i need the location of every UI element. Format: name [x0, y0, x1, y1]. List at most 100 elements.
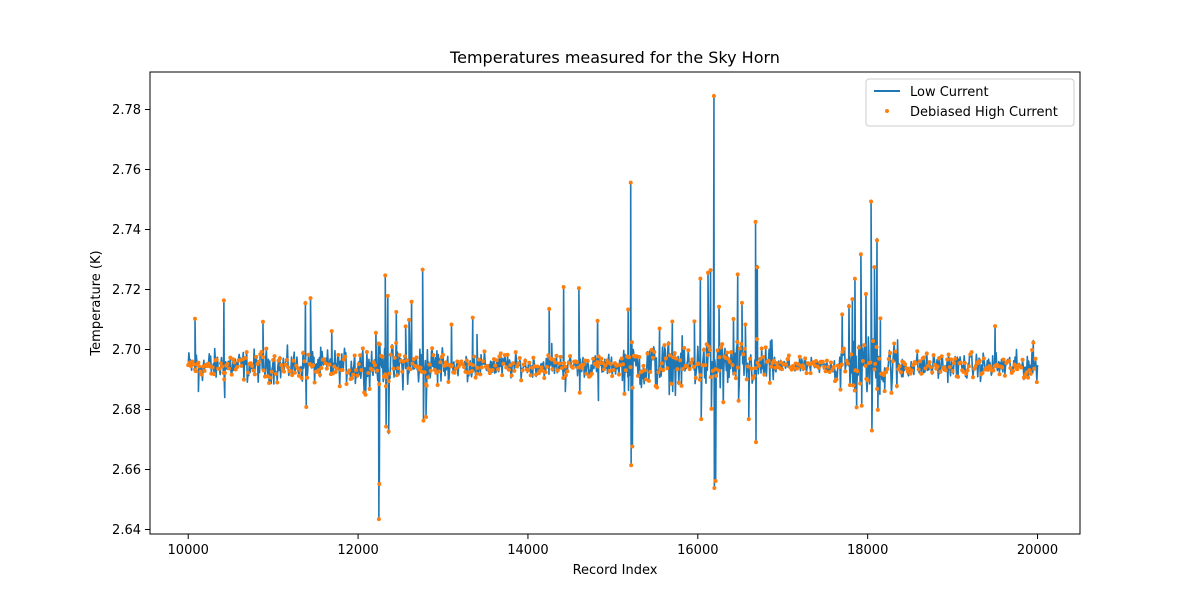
y-tick-label: 2.66	[112, 463, 141, 478]
high-current-point	[470, 368, 475, 373]
high-current-point	[945, 357, 950, 362]
high-current-point	[558, 354, 563, 359]
high-current-point	[222, 370, 227, 375]
high-current-point	[875, 386, 880, 391]
high-current-point	[327, 362, 332, 367]
high-current-point	[855, 369, 860, 374]
high-current-point	[470, 315, 475, 320]
high-current-point	[241, 377, 246, 382]
high-current-point	[682, 345, 687, 350]
high-current-point	[220, 364, 225, 369]
high-current-point	[252, 372, 257, 377]
legend-label-low-current: Low Current	[910, 85, 989, 100]
high-current-point	[394, 373, 399, 378]
high-current-point	[494, 358, 499, 363]
high-current-point	[834, 377, 839, 382]
high-current-point	[306, 352, 311, 357]
high-current-point	[376, 517, 381, 522]
high-current-point	[482, 349, 487, 354]
high-current-point	[641, 363, 646, 368]
high-current-point	[246, 370, 251, 375]
high-current-point	[843, 369, 848, 374]
high-current-point	[589, 371, 594, 376]
high-current-point	[970, 375, 975, 380]
high-current-point	[474, 371, 479, 376]
high-current-point	[385, 293, 390, 298]
high-current-point	[718, 345, 723, 350]
high-current-point	[516, 361, 521, 366]
high-current-point	[284, 357, 289, 362]
high-current-point	[1002, 373, 1007, 378]
high-current-point	[856, 345, 861, 350]
high-current-point	[630, 385, 635, 390]
high-current-point	[585, 358, 590, 363]
high-current-point	[872, 265, 877, 270]
x-tick-label: 10000	[168, 543, 209, 558]
legend-box	[865, 78, 1075, 127]
high-current-point	[394, 310, 399, 315]
high-current-point	[630, 444, 635, 449]
high-current-point	[852, 276, 857, 281]
high-current-point	[428, 368, 433, 373]
high-current-point	[877, 356, 882, 361]
high-current-point	[250, 363, 255, 368]
high-current-point	[400, 369, 405, 374]
legend-label-debiased-high-current: Debiased High Current	[910, 105, 1058, 120]
high-current-point	[949, 357, 954, 362]
high-current-point	[919, 371, 924, 376]
high-current-point	[997, 372, 1002, 377]
high-current-point	[422, 370, 427, 375]
high-current-point	[329, 329, 334, 334]
high-current-point	[337, 384, 342, 389]
high-current-point	[616, 372, 621, 377]
high-current-point	[509, 373, 514, 378]
high-current-point	[254, 354, 259, 359]
high-current-point	[370, 367, 375, 372]
high-current-point	[268, 375, 273, 380]
high-current-point	[629, 340, 634, 345]
high-current-point	[282, 369, 287, 374]
high-current-point	[1007, 359, 1011, 364]
high-current-point	[888, 350, 893, 355]
high-current-point	[619, 356, 624, 361]
high-current-point	[698, 373, 703, 378]
high-current-point	[889, 390, 894, 395]
high-current-point	[820, 359, 825, 364]
high-current-point	[349, 376, 354, 381]
y-axis-label: Temperature (K)	[89, 250, 104, 356]
high-current-point	[636, 373, 641, 378]
high-current-point	[784, 362, 789, 367]
high-current-point	[414, 355, 419, 360]
high-current-point	[1033, 356, 1038, 361]
high-current-point	[666, 341, 671, 346]
high-current-point	[884, 370, 889, 375]
high-current-point	[271, 357, 276, 362]
high-current-point	[1024, 370, 1029, 375]
high-current-point	[708, 348, 713, 353]
high-current-point	[523, 358, 528, 363]
high-current-point	[420, 267, 425, 272]
high-current-point	[756, 363, 761, 368]
high-current-point	[542, 376, 547, 380]
high-current-point	[387, 371, 392, 376]
high-current-point	[244, 350, 249, 355]
high-current-point	[714, 373, 719, 378]
high-current-point	[273, 371, 278, 376]
high-current-point	[628, 365, 633, 370]
high-current-point	[778, 360, 783, 365]
high-current-point	[408, 367, 413, 372]
high-current-point	[850, 297, 855, 302]
high-current-point	[894, 383, 899, 388]
high-current-point	[513, 350, 518, 355]
high-current-point	[973, 364, 978, 369]
x-tick-label: 16000	[677, 543, 718, 558]
high-current-point	[610, 373, 615, 378]
high-current-point	[264, 346, 269, 351]
high-current-point	[554, 353, 559, 358]
high-current-point	[231, 357, 236, 362]
high-current-point	[890, 359, 895, 364]
high-current-point	[511, 361, 515, 366]
high-current-point	[858, 381, 863, 386]
high-current-point	[1015, 367, 1020, 372]
high-current-point	[930, 370, 935, 375]
